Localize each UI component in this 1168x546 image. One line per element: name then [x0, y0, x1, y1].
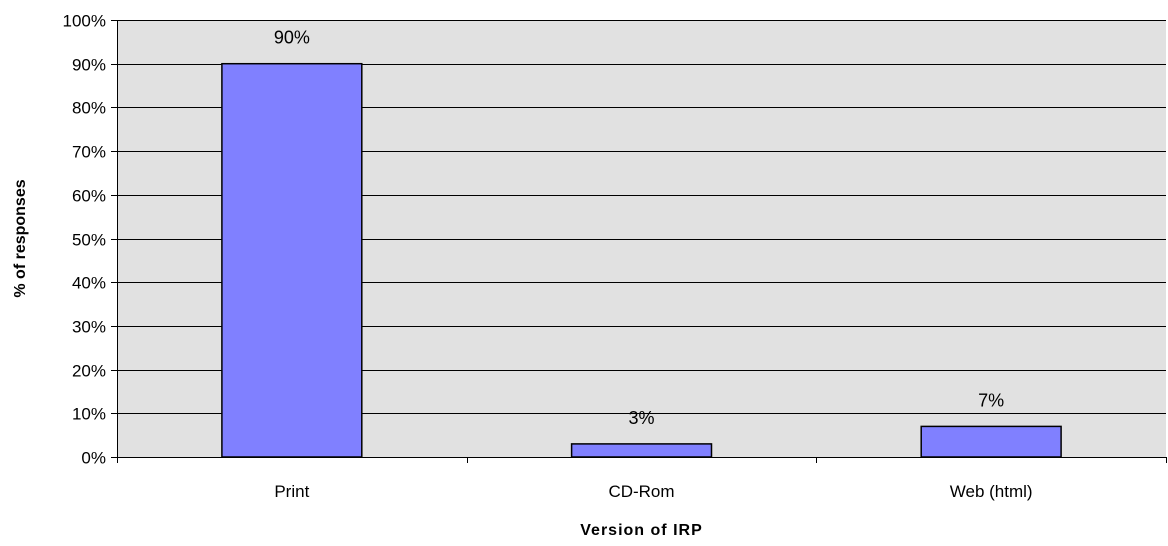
- y-tick-label: 70%: [72, 143, 106, 162]
- y-tick-label: 40%: [72, 274, 106, 293]
- data-label: 90%: [274, 28, 310, 48]
- y-tick-label: 20%: [72, 362, 106, 381]
- x-axis-ticks: Print CD-Rom Web (html): [117, 457, 1167, 501]
- x-axis-title: Version of IRP: [580, 522, 702, 539]
- y-tick-label: 90%: [72, 56, 106, 75]
- data-label: 3%: [628, 408, 654, 428]
- x-tick-label: CD-Rom: [608, 482, 674, 501]
- y-tick-label: 0%: [81, 449, 106, 468]
- axes: [117, 20, 1166, 458]
- bars: [221, 62, 1062, 458]
- y-tick-label: 80%: [72, 99, 106, 118]
- bar-cd-rom: [570, 443, 713, 458]
- data-label: 7%: [978, 390, 1004, 410]
- bar-web-html: [920, 425, 1062, 458]
- y-tick-label: 10%: [72, 405, 106, 424]
- y-axis-title: % of responses: [12, 179, 29, 297]
- bar-print: [221, 62, 363, 458]
- x-tick-label: Web (html): [950, 482, 1033, 501]
- y-tick-label: 60%: [72, 187, 106, 206]
- y-tick-label: 100%: [63, 12, 106, 31]
- y-axis-ticks: 0% 10% 20% 30% 40% 50% 60% 70% 80% 90% 100%: [63, 12, 117, 468]
- x-tick-label: Print: [274, 482, 309, 501]
- y-tick-label: 30%: [72, 318, 106, 337]
- data-labels: 90% 3% 7%: [274, 28, 1004, 428]
- y-tick-label: 50%: [72, 231, 106, 250]
